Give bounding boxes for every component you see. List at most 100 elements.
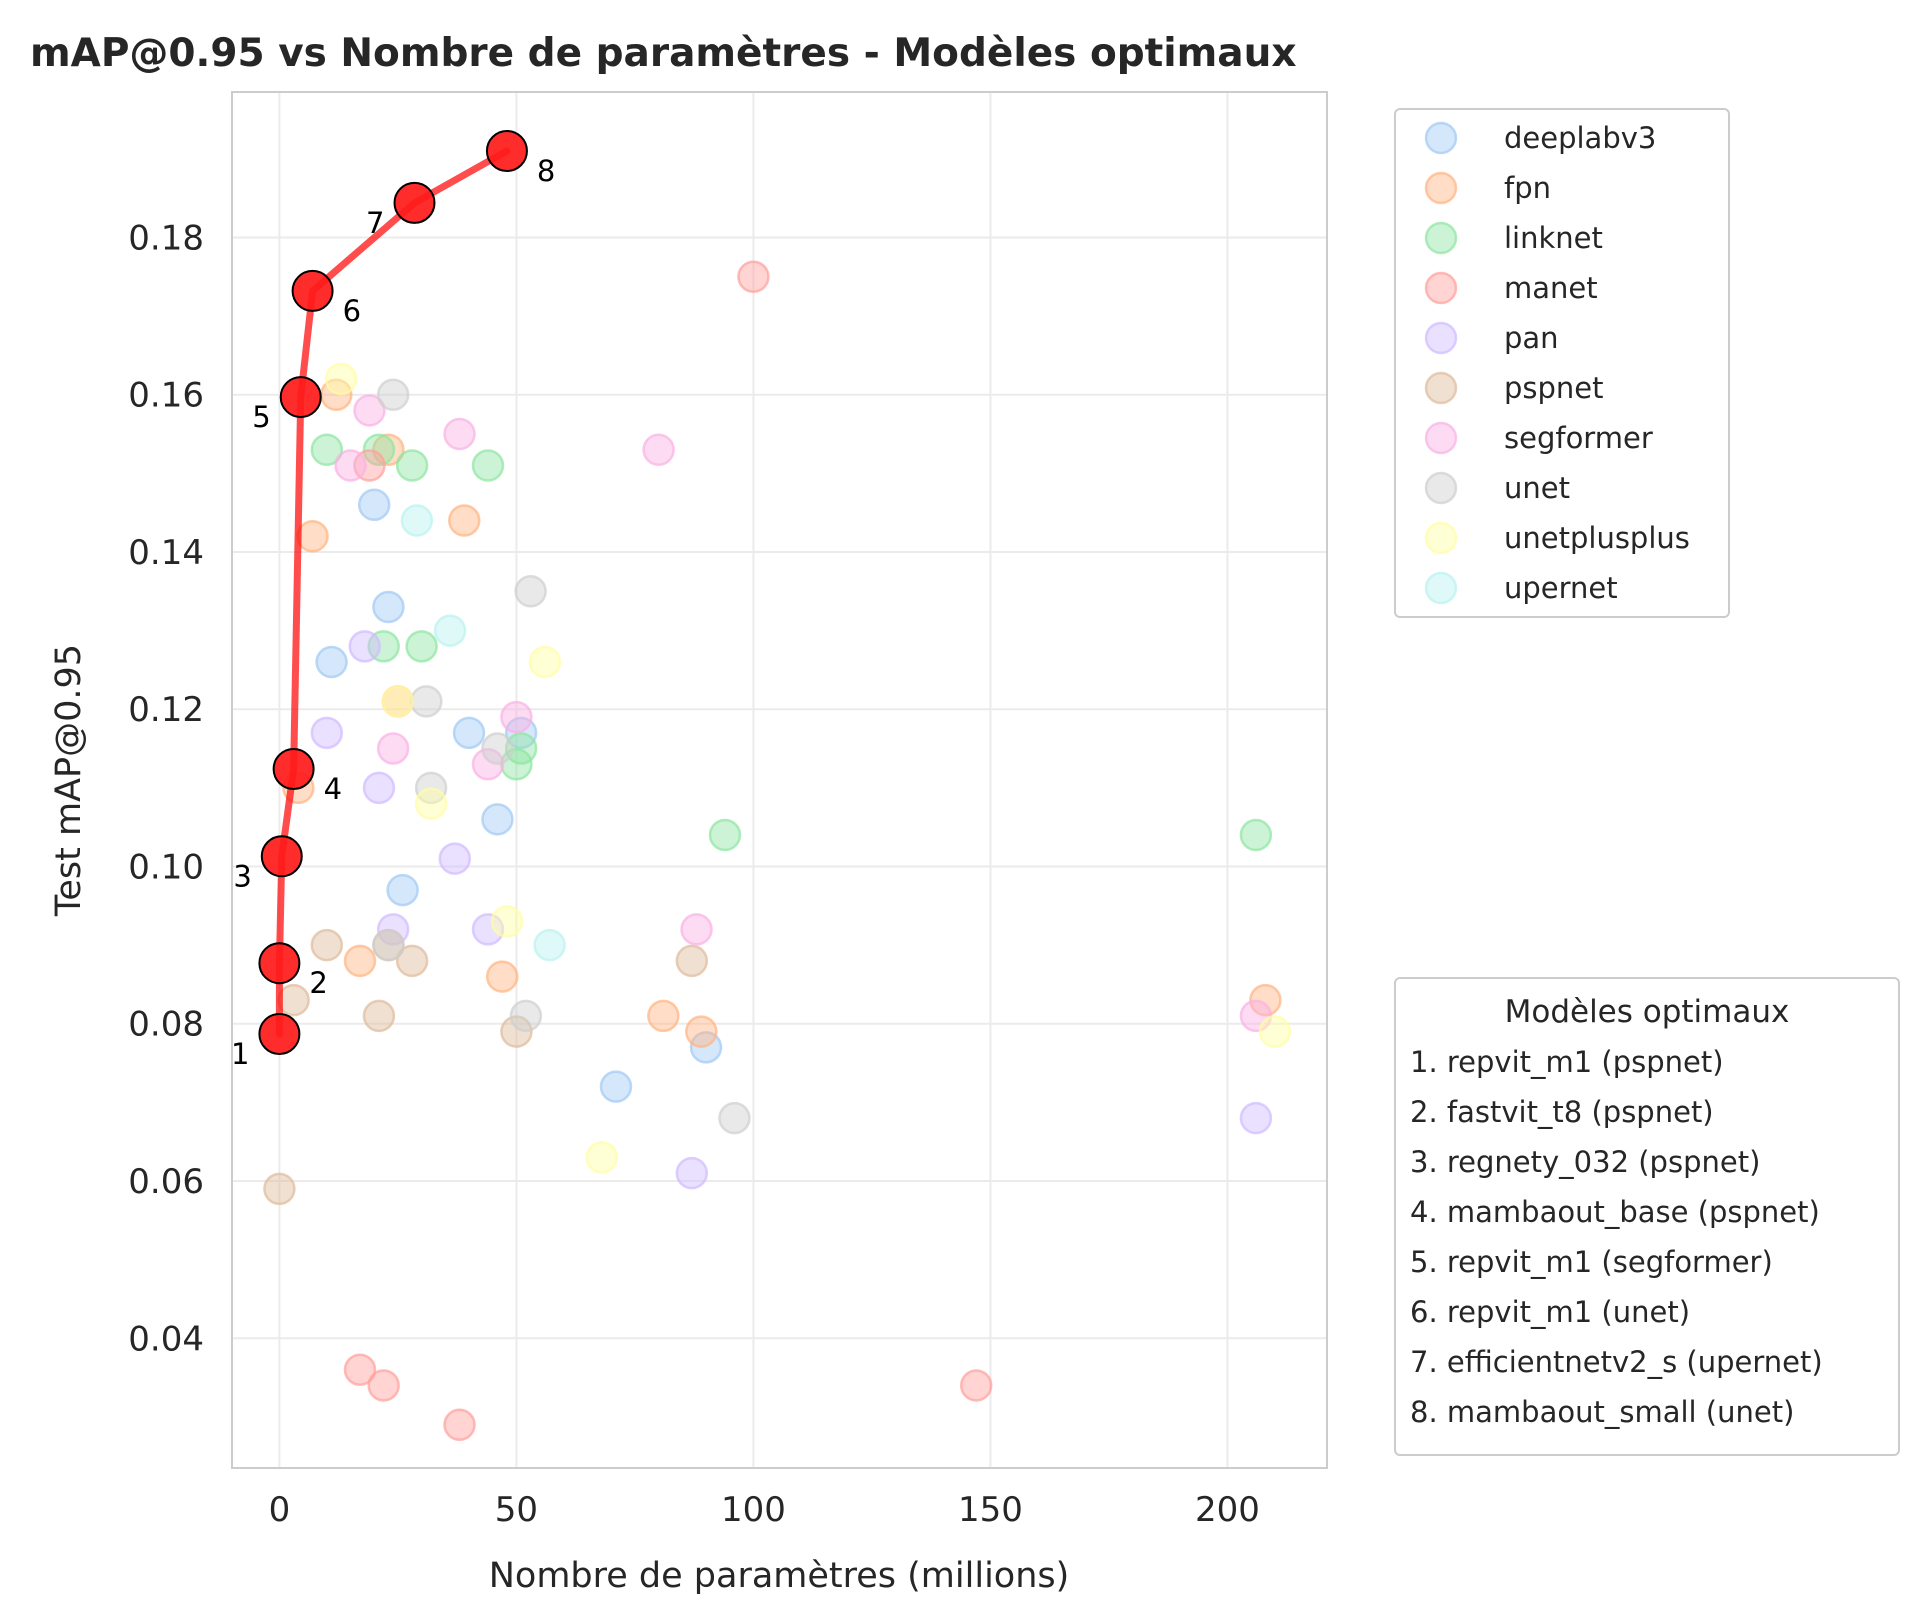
data-point-manet [737,260,770,294]
optimal-point-label: 1 [231,1037,249,1071]
data-point-deeplabv3 [481,803,514,836]
data-point-unet [372,928,405,962]
data-point-manet [343,1353,377,1386]
data-point-pspnet [500,1015,533,1048]
optimal-point [291,269,334,312]
legend-label-unetplusplus: unetplusplus [1504,521,1690,555]
data-point-deeplabv3 [357,488,391,522]
y-tick-label: 0.14 [128,533,204,573]
y-tick-label: 0.08 [128,1005,204,1045]
data-point-segformer [680,913,713,946]
data-point-deeplabv3 [386,873,419,907]
data-point-unetplusplus [414,787,448,820]
legend-label-unet: unet [1504,471,1570,505]
optimal-point-label: 2 [309,966,327,1000]
data-point-linknet [405,630,438,663]
data-point-manet [443,1408,476,1442]
legend-label-manet: manet [1504,271,1598,305]
optimal-legend-entry: 5. repvit_m1 (segformer) [1410,1245,1773,1279]
data-point-unetplusplus [585,1141,618,1174]
data-point-segformer [500,700,533,734]
optimal-legend-entry: 2. fastvit_t8 (pspnet) [1410,1095,1714,1129]
legend-marker-manet [1424,271,1458,305]
data-point-unetplusplus [1258,1015,1292,1048]
data-point-pan [348,630,381,663]
legend-label-linknet: linknet [1504,221,1603,255]
optimal-point [393,181,436,224]
data-point-fpn [343,944,377,978]
legend-label-pan: pan [1504,321,1559,355]
y-tick-label: 0.12 [128,690,204,730]
data-point-segformer [376,732,410,765]
data-point-segformer [353,394,386,427]
data-point-pspnet [263,1172,296,1206]
y-tick-label: 0.04 [128,1319,204,1359]
x-tick-label: 200 [1195,1490,1260,1530]
optimal-point [260,835,303,878]
data-point-deeplabv3 [372,590,405,624]
data-point-pspnet [277,983,310,1017]
data-point-pspnet [395,944,429,978]
data-point-pan [310,716,344,750]
data-point-fpn [485,960,519,993]
data-point-fpn [1249,983,1282,1017]
data-point-unet [376,378,410,411]
data-point-manet [959,1369,993,1402]
optimal-point [258,1012,301,1055]
x-axis-label: Nombre de paramètres (millions) [489,1556,1070,1596]
data-point-fpn [647,999,680,1033]
legend-marker-pan [1424,321,1458,355]
y-tick-label: 0.16 [128,376,204,416]
data-point-linknet [310,433,344,467]
data-point-upernet [433,614,467,647]
chart-title: mAP@0.95 vs Nombre de paramètres - Modèl… [30,31,1297,76]
series-legend-box [1394,108,1730,618]
data-point-fpn [296,520,329,553]
optimal-legend-title: Modèles optimaux [1505,994,1790,1030]
data-point-manet [367,1369,400,1402]
legend-label-fpn: fpn [1504,171,1551,205]
axis-ticks: 0 50 100 150 200 0.04 0.06 0.08 0.10 0.12 0.14 0.16… [128,218,1260,1530]
data-point-upernet [533,928,566,962]
optimal-point-label: 3 [233,859,251,893]
data-point-unet [481,732,514,765]
optimal-legend-entry: 6. repvit_m1 (unet) [1410,1295,1690,1329]
optimal-point-label: 6 [343,294,361,328]
data-point-pan [438,842,472,875]
data-point-unet [718,1101,751,1135]
data-point-unetplusplus [324,362,358,396]
data-point-pan [675,1156,709,1190]
legend-marker-pspnet [1424,371,1458,405]
series-legend-items: deeplabv3 fpn linknet manet pan pspnet segform… [1424,121,1690,605]
data-point-segformer [443,417,476,451]
data-point-segformer [334,449,367,482]
scatter-points [263,260,1292,1442]
data-point-linknet [471,449,505,482]
data-point-pspnet [362,999,396,1033]
data-point-linknet [708,818,742,852]
optimal-point-label: 4 [324,772,342,806]
legend-marker-unet [1424,471,1458,505]
data-point-unetplusplus [381,685,415,718]
x-tick-label: 100 [721,1490,786,1530]
optimal-point-label: 7 [366,206,384,240]
legend-label-segformer: segformer [1504,421,1653,455]
legend-marker-upernet [1424,571,1458,605]
optimal-legend-entry: 3. regnety_032 (pspnet) [1410,1145,1760,1179]
data-point-unet [514,575,547,608]
legend-marker-linknet [1424,221,1458,255]
y-tick-label: 0.18 [128,218,204,258]
data-point-upernet [400,504,434,537]
optimal-point-label: 8 [537,154,555,188]
optimal-point [279,376,322,419]
optimal-legend-entry: 4. mambaout_base (pspnet) [1410,1195,1820,1229]
x-tick-label: 0 [269,1490,291,1530]
optimal-legend-entry: 7. efficientnetv2_s (upernet) [1410,1345,1823,1379]
data-point-linknet [395,449,429,482]
data-point-deeplabv3 [315,645,348,679]
data-point-segformer [642,433,675,467]
data-point-pan [362,771,396,805]
optimal-legend-items: 1. repvit_m1 (pspnet) 2. fastvit_t8 (pspn… [1410,1045,1823,1429]
optimal-point [272,747,315,790]
